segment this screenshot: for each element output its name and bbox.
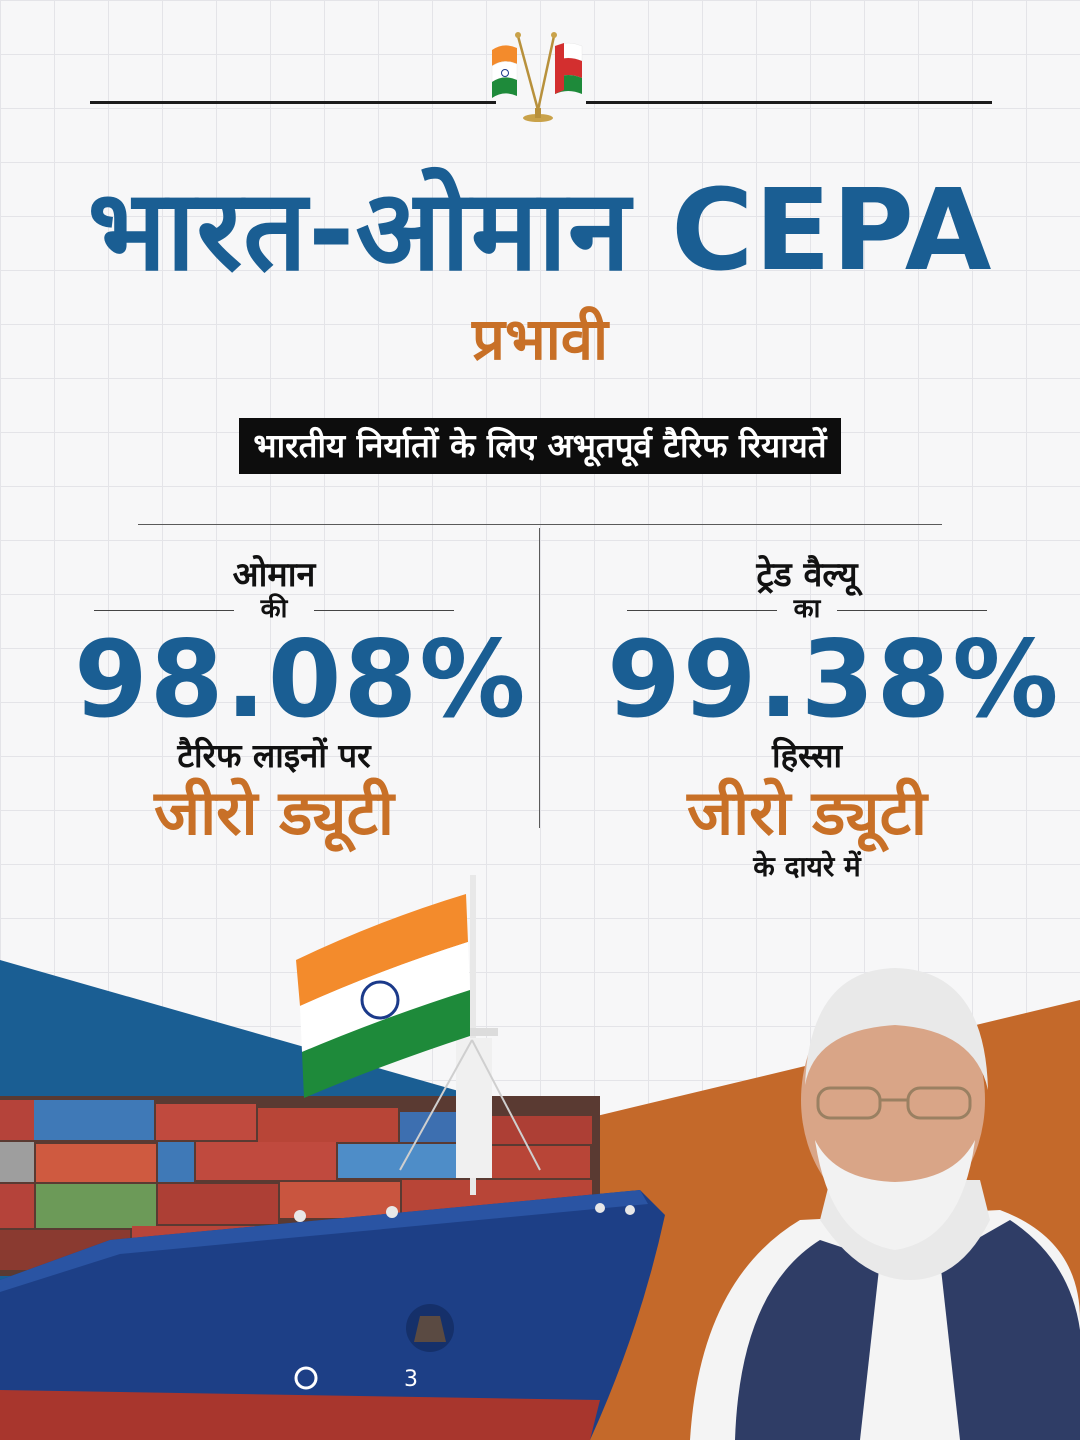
header-rule-left bbox=[90, 101, 496, 104]
stat-label-top: ओमान bbox=[232, 555, 316, 595]
stat-label-mid: की bbox=[260, 594, 288, 624]
page-title: भारत-ओमान CEPA bbox=[87, 166, 993, 296]
tagline-container: भारतीय निर्यातों के लिए अभूतपूर्व टैरिफ … bbox=[0, 418, 1080, 474]
page-subtitle: प्रभावी bbox=[471, 305, 609, 373]
stat-label-foot: के दायरे में bbox=[753, 850, 861, 883]
stat-label-rule-right bbox=[837, 609, 987, 611]
stat-label-top: ट्रेड वैल्यू bbox=[756, 555, 858, 595]
stat-tariff-lines: ओमान की 98.08% टैरिफ लाइनों पर जीरो ड्यू… bbox=[74, 555, 528, 850]
stat-label-rule-left bbox=[627, 609, 777, 611]
stat-label-under: हिस्सा bbox=[771, 736, 843, 775]
stat-label-mid-row: का bbox=[607, 594, 1007, 624]
stat-highlight: जीरो ड्यूटी bbox=[154, 776, 394, 849]
svg-text:3: 3 bbox=[404, 1367, 418, 1392]
stat-label-mid: का bbox=[793, 594, 821, 624]
stat-label-under: टैरिफ लाइनों पर bbox=[177, 736, 371, 775]
stat-value: 98.08% bbox=[74, 618, 528, 741]
india-oman-flags-icon bbox=[491, 32, 583, 122]
stats-divider-vertical bbox=[539, 528, 540, 828]
stats-divider-horizontal bbox=[138, 524, 942, 525]
stat-trade-value: ट्रेड वैल्यू का 99.38% हिस्सा जीरो ड्यूट… bbox=[607, 555, 1061, 884]
stat-value: 99.38% bbox=[607, 618, 1061, 741]
india-flag-waving bbox=[296, 894, 470, 1098]
header-rule-right bbox=[586, 101, 992, 104]
stat-label-rule-right bbox=[314, 609, 454, 611]
ship-mast-tower bbox=[456, 1038, 492, 1178]
cargo-ship-hull: 3 bbox=[0, 1190, 665, 1440]
tagline-banner: भारतीय निर्यातों के लिए अभूतपूर्व टैरिफ … bbox=[239, 418, 841, 474]
stat-highlight: जीरो ड्यूटी bbox=[687, 776, 927, 849]
stat-label-rule-left bbox=[94, 609, 234, 611]
person-portrait bbox=[690, 968, 1080, 1440]
stat-label-mid-row: की bbox=[74, 594, 474, 624]
bottom-illustration: 3 bbox=[0, 875, 1080, 1440]
